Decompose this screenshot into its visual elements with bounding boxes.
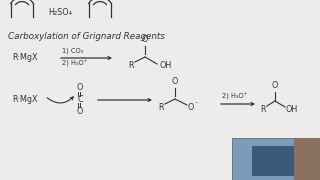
Text: 2) H₃O⁺: 2) H₃O⁺ (222, 92, 247, 100)
Text: OH: OH (286, 105, 298, 114)
Text: O: O (272, 81, 278, 90)
Bar (232, 138, 320, 180)
Text: 2) H₃O⁺: 2) H₃O⁺ (62, 59, 87, 67)
Bar (252, 146, 302, 176)
Text: O: O (142, 35, 148, 44)
Text: ⁻: ⁻ (195, 101, 198, 107)
Text: R: R (158, 102, 164, 111)
Text: R: R (128, 60, 134, 69)
Text: O: O (77, 84, 83, 93)
Text: O: O (172, 77, 178, 86)
Text: O: O (77, 107, 83, 116)
Text: C: C (77, 96, 83, 105)
Text: R·MgX: R·MgX (12, 53, 37, 62)
Text: Carboxylation of Grignard Reagents: Carboxylation of Grignard Reagents (8, 32, 165, 41)
Text: O: O (188, 102, 194, 111)
Text: R: R (260, 105, 266, 114)
Text: H₂SO₄: H₂SO₄ (48, 8, 72, 17)
Bar (294, 138, 320, 180)
Text: R·MgX: R·MgX (12, 96, 37, 105)
Text: 1) CO₂: 1) CO₂ (62, 48, 84, 54)
Text: OH: OH (160, 60, 172, 69)
